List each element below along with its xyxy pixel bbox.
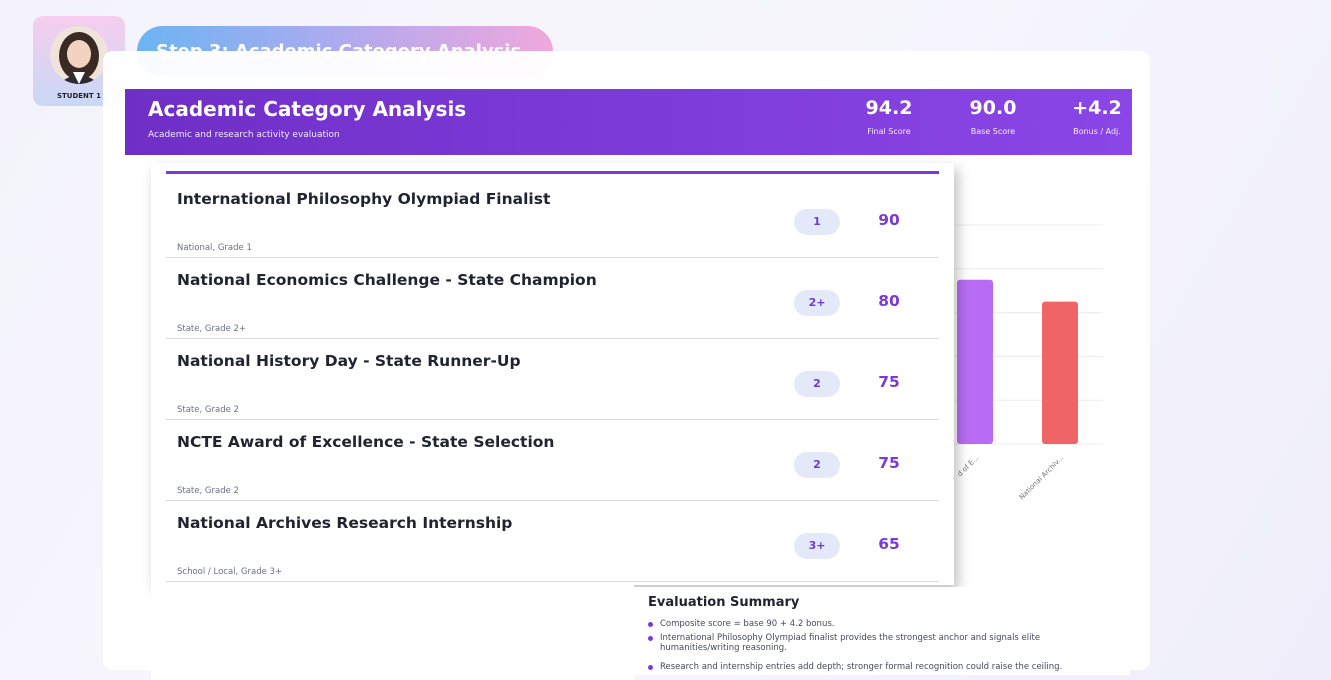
item-row: National Economics Challenge - State Cha…	[166, 258, 939, 339]
item-title: International Philosophy Olympiad Finali…	[177, 190, 551, 208]
student-label: STUDENT 1	[56, 92, 102, 100]
item-score: 75	[878, 454, 900, 472]
grade-badge: 3+	[794, 533, 840, 559]
summary-text: International Philosophy Olympiad finali…	[660, 633, 1041, 653]
stat: 94.2 Final Score	[849, 97, 929, 136]
item-meta: State, Grade 2	[177, 405, 239, 415]
item-title: National History Day - State Runner-Up	[177, 352, 521, 370]
item-meta: School / Local, Grade 3+	[177, 567, 283, 577]
summary-point: Research and internship entries add dept…	[648, 662, 1120, 672]
bullet	[648, 665, 653, 670]
header-title: Academic Category Analysis	[148, 97, 467, 121]
stat-value: 90.0	[969, 97, 1017, 119]
item-title: National Economics Challenge - State Cha…	[177, 271, 597, 289]
item-title: NCTE Award of Excellence - State Selecti…	[177, 433, 555, 451]
bar	[957, 279, 993, 444]
stat-value: 94.2	[865, 97, 913, 119]
summary-point: International Philosophy Olympiad finali…	[648, 633, 1120, 653]
summary-text: Research and internship entries add dept…	[660, 662, 1063, 672]
item-card: International Philosophy Olympiad Finali…	[151, 163, 954, 585]
bullet	[648, 636, 653, 641]
stat-label: Final Score	[867, 127, 911, 136]
stat-label: Base Score	[970, 127, 1016, 136]
item-row: National History Day - State Runner-Up St…	[166, 339, 939, 420]
bullet	[648, 622, 653, 627]
stat-value: +4.2	[1072, 97, 1122, 119]
stat: 90.0 Base Score	[953, 97, 1033, 136]
item-row: NCTE Award of Excellence - State Selecti…	[166, 420, 939, 501]
avatar	[50, 26, 108, 84]
header-subtitle: Academic and research activity evaluatio…	[148, 130, 340, 140]
stat: +4.2 Bonus / Adj.	[1057, 97, 1137, 136]
item-score: 90	[878, 211, 900, 229]
summary-text: Composite score = base 90 + 4.2 bonus.	[660, 619, 835, 629]
card-bottom	[151, 585, 634, 680]
summary: Evaluation Summary Composite score = bas…	[634, 587, 1130, 675]
x-tick-label: National Archiv...	[1018, 454, 1066, 502]
grade-badge: 1	[794, 209, 840, 235]
accent-line	[166, 171, 939, 174]
stat-label: Bonus / Adj.	[1073, 127, 1121, 136]
item-row: International Philosophy Olympiad Finali…	[166, 177, 939, 258]
item-score: 75	[878, 373, 900, 391]
item-score: 65	[878, 535, 900, 553]
item-title: National Archives Research Internship	[177, 514, 513, 532]
header: Academic Category Analysis Academic and …	[125, 89, 1132, 155]
item-row: National Archives Research Internship Sch…	[166, 501, 939, 582]
grade-badge: 2+	[794, 290, 840, 316]
summary-title: Evaluation Summary	[648, 595, 800, 610]
summary-point: Composite score = base 90 + 4.2 bonus.	[648, 619, 1120, 629]
bar	[1042, 301, 1078, 444]
avatar-image	[59, 32, 99, 84]
item-score: 80	[878, 292, 900, 310]
x-tick-label: d of E...	[956, 454, 981, 479]
item-meta: State, Grade 2	[177, 486, 239, 496]
grade-badge: 2	[794, 371, 840, 397]
item-meta: National, Grade 1	[177, 243, 252, 253]
item-meta: State, Grade 2+	[177, 324, 247, 334]
grade-badge: 2	[794, 452, 840, 478]
